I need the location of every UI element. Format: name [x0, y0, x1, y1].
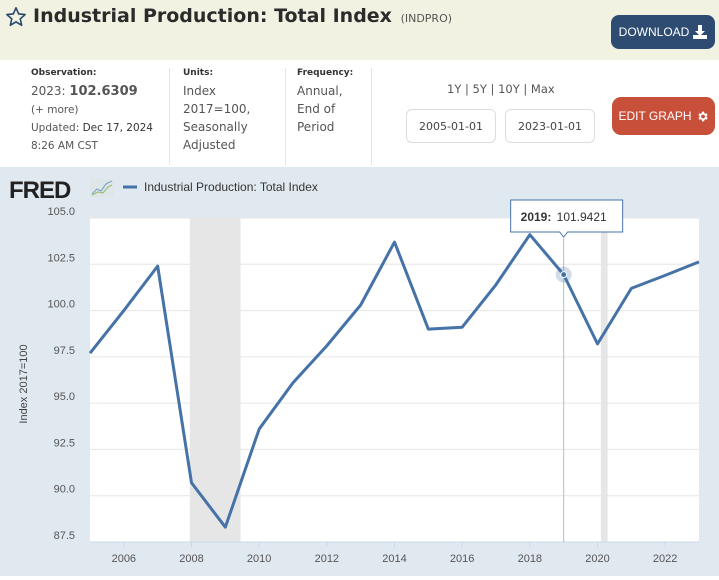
y-tick-label: 100.0	[47, 299, 75, 311]
data-point[interactable]	[325, 344, 329, 348]
x-tick-label: 2014	[382, 553, 406, 565]
data-point[interactable]	[460, 325, 464, 329]
data-point[interactable]	[190, 481, 194, 485]
frequency-section: Frequency: Annual, End of Period	[286, 68, 372, 165]
observation-value: 102.6309	[69, 84, 138, 99]
data-point[interactable]	[596, 342, 600, 346]
updated-value: Dec 17, 2024	[82, 122, 153, 134]
y-tick-label: 95.0	[54, 391, 75, 403]
observation-section: Observation: 2023: 102.6309 (+ more) Upd…	[0, 68, 170, 165]
updated-label: Updated:	[31, 122, 80, 134]
series-title: Industrial Production: Total Index	[33, 5, 392, 27]
data-point[interactable]	[156, 264, 160, 268]
units-line: Index	[183, 84, 217, 98]
end-date-input[interactable]: 2023-01-01	[505, 109, 595, 143]
series-meta: Observation: 2023: 102.6309 (+ more) Upd…	[0, 60, 719, 167]
x-tick-label: 2006	[112, 553, 136, 565]
y-tick-label: 92.5	[54, 437, 75, 449]
tooltip-box	[510, 199, 624, 238]
y-axis-title: Index 2017=100	[18, 344, 30, 423]
frequency-line: Annual,	[297, 84, 343, 98]
x-tick-label: 2010	[247, 553, 271, 565]
x-tick-label: 2012	[315, 553, 339, 565]
recession-shading	[189, 218, 241, 542]
y-tick-label: 90.0	[54, 484, 75, 496]
y-tick-label: 97.5	[54, 345, 75, 357]
more-link[interactable]: (+ more)	[31, 104, 79, 116]
series-id: (INDPRO)	[400, 12, 453, 25]
units-line: Adjusted	[183, 138, 236, 152]
x-tick-label: 2008	[179, 553, 203, 565]
data-point[interactable]	[122, 309, 126, 313]
units-section: Units: Index 2017=100, Seasonally Adjust…	[170, 68, 286, 165]
units-line: Seasonally	[183, 120, 248, 134]
chart-area: FRED Industrial Production: Total Index …	[0, 167, 719, 576]
page-title: Industrial Production: Total Index (INDP…	[33, 5, 452, 27]
x-tick-label: 2018	[518, 553, 542, 565]
range-selector: 1Y | 5Y | 10Y | Max	[447, 82, 555, 96]
x-tick-label: 2020	[585, 553, 609, 565]
updated-time: 8:26 AM CST	[31, 140, 98, 152]
tooltip-label: 2019:	[521, 210, 552, 224]
data-point[interactable]	[359, 303, 363, 307]
legend-label: Industrial Production: Total Index	[144, 180, 318, 194]
series-line[interactable]	[88, 233, 700, 529]
edit-graph-label: EDIT GRAPH	[618, 109, 692, 123]
y-tick-label: 87.5	[54, 530, 75, 542]
star-icon[interactable]	[5, 6, 27, 28]
data-point[interactable]	[494, 283, 498, 287]
range-10y[interactable]: 10Y	[498, 82, 520, 96]
fred-logo: FRED	[9, 177, 71, 204]
hover-point	[560, 271, 568, 279]
data-point[interactable]	[629, 286, 633, 290]
range-1y[interactable]: 1Y	[447, 82, 462, 96]
data-point[interactable]	[88, 351, 92, 355]
edit-graph-button[interactable]: EDIT GRAPH	[612, 97, 715, 135]
x-tick-label: 2022	[653, 553, 677, 565]
data-point[interactable]	[257, 427, 261, 431]
y-tick-label: 105.0	[47, 206, 75, 218]
observation-period: 2023:	[31, 84, 66, 98]
data-point[interactable]	[223, 525, 227, 529]
data-point[interactable]	[528, 233, 532, 237]
updated-line: Updated: Dec 17, 2024	[31, 119, 169, 137]
data-point[interactable]	[291, 381, 295, 385]
data-point[interactable]	[697, 260, 701, 264]
frequency-label: Frequency:	[297, 68, 354, 78]
data-point[interactable]	[663, 273, 667, 277]
frequency-line: Period	[297, 120, 335, 134]
tooltip-value: 101.9421	[557, 210, 607, 224]
start-date-input[interactable]: 2005-01-01	[406, 109, 496, 143]
data-point[interactable]	[426, 327, 430, 331]
range-5y[interactable]: 5Y	[472, 82, 487, 96]
data-point[interactable]	[393, 240, 397, 244]
observation-label: Observation:	[31, 68, 97, 78]
fred-logo-icon	[90, 179, 114, 197]
header: Industrial Production: Total Index (INDP…	[0, 0, 719, 60]
frequency-line: End of	[297, 102, 336, 116]
line-chart[interactable]: FRED Industrial Production: Total Index …	[0, 167, 719, 576]
download-button[interactable]: DOWNLOAD	[611, 15, 715, 49]
y-tick-label: 102.5	[47, 252, 75, 264]
units-label: Units:	[183, 68, 214, 78]
x-tick-label: 2016	[450, 553, 474, 565]
download-icon	[693, 25, 708, 39]
download-label: DOWNLOAD	[618, 25, 690, 39]
recession-shading	[600, 218, 608, 542]
range-max[interactable]: Max	[530, 82, 555, 96]
units-line: 2017=100,	[183, 102, 251, 116]
gear-icon	[697, 111, 708, 121]
